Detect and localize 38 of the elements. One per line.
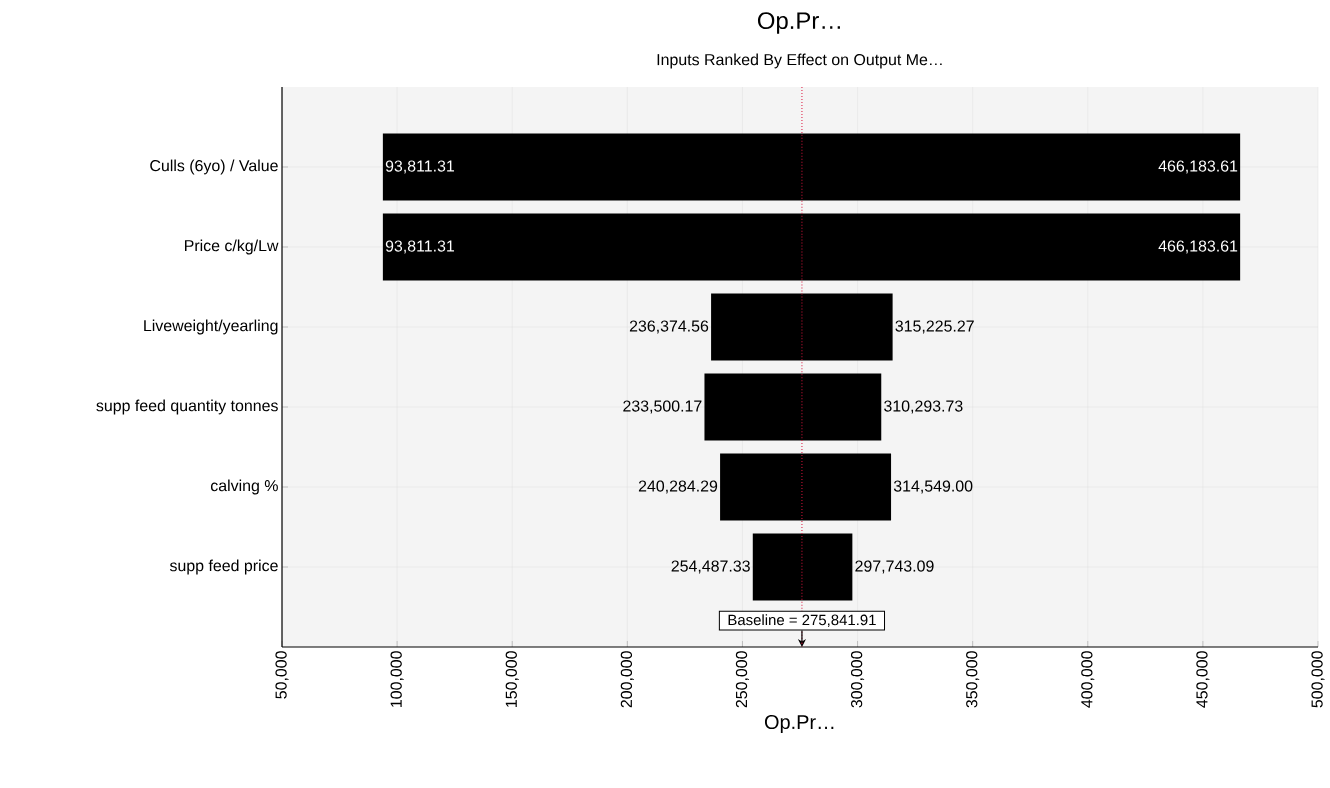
annotation: 240,284.29 [638, 480, 718, 494]
x-tick-label: 350,000 [966, 651, 980, 708]
annotation: 93,811.31 [385, 240, 455, 254]
annotation: 93,811.31 [385, 160, 455, 174]
annotation: 466,183.61 [1158, 240, 1238, 254]
y-tick-label: supp feed price [169, 559, 278, 575]
x-tick-label: 50,000 [275, 651, 289, 699]
bar [711, 293, 893, 361]
annotation: 310,293.73 [884, 400, 963, 414]
bar [752, 533, 853, 601]
x-tick-label: 450,000 [1196, 651, 1210, 708]
annotation: 254,487.33 [671, 560, 750, 574]
annotation: 314,549.00 [893, 480, 973, 494]
x-tick-label: 400,000 [1081, 651, 1095, 708]
y-tick-label: calving % [210, 479, 278, 495]
x-axis-title: Op.Pr… [764, 714, 834, 734]
x-tick-label: 100,000 [390, 651, 404, 707]
x-tick-label: 150,000 [505, 651, 519, 707]
annotation: 297,743.09 [855, 560, 934, 574]
y-tick-label: Culls (6yo) / Value [150, 159, 278, 175]
chart-subtitle: Inputs Ranked By Effect on Output Me… [657, 53, 942, 69]
ref-line-label: Baseline = 275,841.91 [728, 614, 876, 627]
bar [720, 453, 892, 521]
x-tick-label: 300,000 [850, 651, 865, 708]
y-tick-label: supp feed quantity tonnes [96, 399, 278, 415]
x-tick-label: 200,000 [620, 651, 634, 708]
x-tick-label: 500,000 [1311, 651, 1325, 708]
annotation: 315,225.27 [895, 320, 974, 334]
y-tick-label: Price c/kg/Lw [185, 239, 279, 255]
annotation: 236,374.56 [629, 320, 709, 334]
bar [704, 373, 882, 441]
x-tick-label: 250,000 [735, 651, 750, 708]
annotation: 233,500.17 [623, 400, 702, 414]
chart-title: Op.Pr… [757, 12, 840, 34]
bar [382, 133, 1241, 201]
annotation: 466,183.61 [1158, 160, 1238, 174]
y-tick-label: Liveweight/yearling [144, 319, 278, 335]
bar [382, 213, 1241, 281]
